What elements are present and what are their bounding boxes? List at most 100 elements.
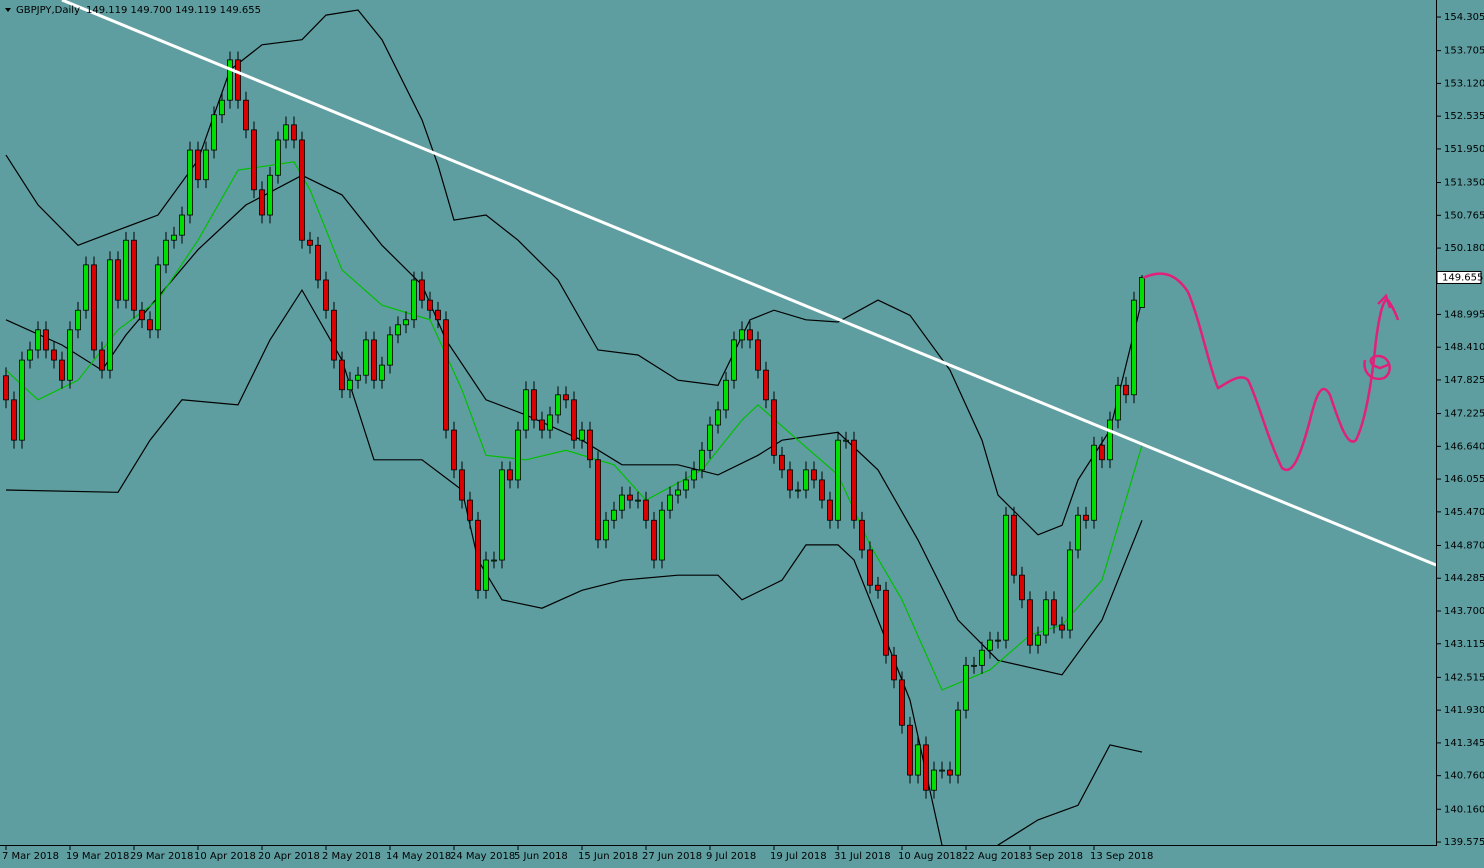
y-tick-label: 143.115 bbox=[1444, 639, 1484, 650]
x-tick-label: 13 Sep 2018 bbox=[1090, 851, 1153, 862]
candle-body bbox=[499, 469, 505, 561]
y-tick-label: 140.160 bbox=[1444, 804, 1484, 815]
candle-body bbox=[1123, 384, 1129, 396]
x-tick-label: 2 May 2018 bbox=[322, 851, 381, 862]
indicator-line bbox=[5, 288, 1143, 845]
candle-body bbox=[1059, 624, 1065, 631]
candle-body bbox=[179, 214, 185, 236]
y-tick-label: 139.575 bbox=[1444, 837, 1484, 848]
candle-body bbox=[795, 489, 801, 492]
candle-body bbox=[35, 329, 41, 351]
candle-body bbox=[275, 139, 281, 176]
candle-body bbox=[19, 359, 25, 441]
candle-body bbox=[987, 639, 993, 651]
candle-body bbox=[67, 329, 73, 381]
candle-body bbox=[1083, 514, 1089, 521]
candle-body bbox=[283, 124, 289, 141]
candle-body bbox=[859, 519, 865, 551]
candle-body bbox=[627, 494, 633, 501]
candle-body bbox=[723, 379, 729, 411]
candle-body bbox=[211, 114, 217, 151]
candle-body bbox=[443, 319, 449, 431]
candle-body bbox=[563, 394, 569, 401]
candle-body bbox=[315, 244, 321, 281]
candle-body bbox=[435, 309, 441, 321]
candle-body bbox=[803, 469, 809, 491]
candle-body bbox=[251, 129, 257, 191]
candle-body bbox=[763, 369, 769, 401]
candle-body bbox=[331, 309, 337, 361]
candle-body bbox=[819, 479, 825, 501]
candle-body bbox=[907, 724, 913, 776]
candle-body bbox=[403, 319, 409, 326]
candle-body bbox=[595, 459, 601, 541]
candle-body bbox=[555, 394, 561, 416]
candle-body bbox=[707, 424, 713, 451]
candle-body bbox=[619, 494, 625, 511]
y-tick-label: 148.995 bbox=[1444, 309, 1484, 320]
y-tick-label: 152.535 bbox=[1444, 111, 1484, 122]
x-tick-label: 15 Jun 2018 bbox=[578, 851, 638, 862]
y-tick-label: 142.515 bbox=[1444, 672, 1484, 683]
candle-body bbox=[371, 339, 377, 381]
candle-body bbox=[539, 419, 545, 431]
menu-arrow[interactable] bbox=[5, 8, 11, 12]
candle-body bbox=[955, 709, 961, 776]
x-tick-label: 29 Mar 2018 bbox=[130, 851, 193, 862]
trend-line bbox=[61, 0, 1436, 567]
y-tick-label: 141.345 bbox=[1444, 738, 1484, 749]
candle-body bbox=[667, 494, 673, 511]
candle-body bbox=[643, 499, 649, 521]
candle-body bbox=[475, 519, 481, 591]
candle-body bbox=[51, 349, 57, 361]
candle-body bbox=[979, 649, 985, 666]
candle-body bbox=[11, 399, 17, 441]
y-tick-label: 150.765 bbox=[1444, 210, 1484, 221]
candle-body bbox=[747, 329, 753, 341]
candle-body bbox=[611, 509, 617, 521]
candle-body bbox=[731, 339, 737, 381]
candle-body bbox=[931, 769, 937, 791]
x-tick-label: 10 Apr 2018 bbox=[194, 851, 256, 862]
plot-area bbox=[3, 9, 1145, 845]
candle-body bbox=[699, 449, 705, 471]
candle-body bbox=[235, 59, 241, 101]
x-tick-label: 9 Jul 2018 bbox=[706, 851, 756, 862]
candle-body bbox=[1107, 419, 1113, 461]
candle-body bbox=[75, 309, 81, 331]
candle-body bbox=[1027, 599, 1033, 646]
candle-body bbox=[1011, 514, 1017, 576]
x-tick-label: 20 Apr 2018 bbox=[258, 851, 320, 862]
candle-body bbox=[43, 329, 49, 351]
indicator-line bbox=[5, 161, 1143, 691]
y-tick-label: 146.055 bbox=[1444, 474, 1484, 485]
candle-body bbox=[867, 549, 873, 586]
candle-body bbox=[779, 454, 785, 471]
axes: 154.305 153.705 153.120 152.535 151.950 151.3… bbox=[2, 12, 1484, 862]
candle-body bbox=[883, 589, 889, 656]
y-tick-label: 146.640 bbox=[1444, 441, 1484, 452]
candle-body bbox=[787, 469, 793, 491]
candle-body bbox=[635, 499, 641, 502]
candle-body bbox=[1091, 444, 1097, 521]
candle-body bbox=[131, 239, 137, 311]
y-tick-label: 147.825 bbox=[1444, 375, 1484, 386]
candle-body bbox=[1099, 444, 1105, 461]
candle-body bbox=[651, 519, 657, 561]
candle-body bbox=[971, 664, 977, 667]
x-tick-label: 3 Sep 2018 bbox=[1026, 851, 1083, 862]
x-tick-label: 14 May 2018 bbox=[386, 851, 451, 862]
candle-body bbox=[755, 339, 761, 371]
candle-body bbox=[1139, 277, 1145, 308]
candle-body bbox=[347, 379, 353, 391]
last-price-box bbox=[1436, 270, 1482, 284]
x-tick-label: 7 Mar 2018 bbox=[2, 851, 59, 862]
candle-body bbox=[115, 259, 121, 301]
x-tick-label: 19 Jul 2018 bbox=[770, 851, 827, 862]
y-tick-label: 144.285 bbox=[1444, 573, 1484, 584]
candle-body bbox=[395, 324, 401, 336]
candle-body bbox=[291, 124, 297, 141]
candle-body bbox=[379, 364, 385, 381]
